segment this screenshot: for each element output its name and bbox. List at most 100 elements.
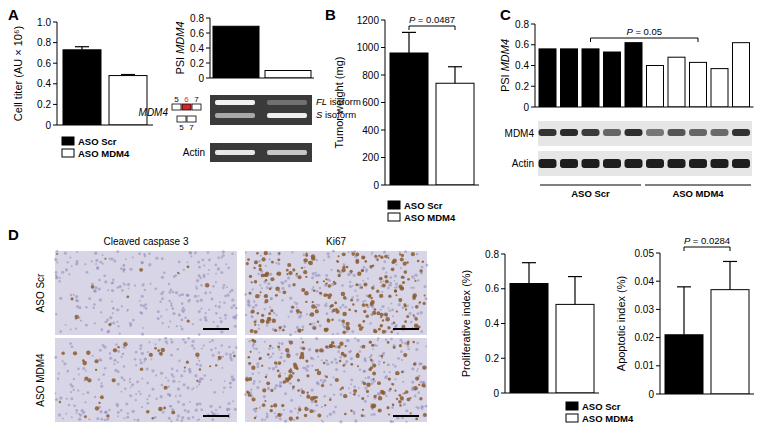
stained-cell — [296, 416, 299, 419]
nucleus — [222, 286, 225, 289]
nucleus — [357, 339, 360, 342]
nucleus — [392, 364, 394, 366]
nucleus — [383, 371, 385, 373]
nucleus — [76, 300, 79, 303]
stained-cell — [311, 256, 315, 260]
nucleus — [293, 419, 295, 421]
legend-label: ASO Scr — [78, 136, 117, 147]
label-part: PSI — [174, 57, 186, 75]
stained-cell — [123, 342, 127, 346]
stained-cell — [361, 345, 365, 349]
stained-cell — [233, 355, 236, 358]
stained-cell — [249, 275, 252, 278]
nucleus — [59, 330, 62, 333]
stained-cell — [380, 316, 382, 318]
stained-cell — [309, 323, 311, 325]
stained-cell — [157, 349, 160, 352]
nucleus — [82, 411, 85, 414]
nucleus — [327, 278, 330, 281]
label-part: Cell — [12, 102, 24, 121]
nucleus — [210, 349, 213, 352]
nucleus — [139, 344, 142, 347]
stained-cell — [403, 353, 407, 357]
nucleus — [229, 382, 231, 384]
blot-band — [668, 159, 686, 168]
nucleus — [335, 361, 338, 364]
y-tick — [501, 254, 505, 255]
error-line — [528, 263, 529, 284]
nucleus — [325, 274, 328, 277]
nucleus — [253, 267, 255, 269]
nucleus — [220, 320, 223, 323]
y-tick — [381, 185, 385, 186]
nucleus — [362, 300, 364, 302]
stained-cell — [423, 302, 426, 305]
nucleus — [59, 277, 61, 279]
nucleus — [179, 294, 182, 297]
label-part: Proliferative — [460, 319, 472, 377]
nucleus — [266, 286, 269, 289]
nucleus — [163, 272, 166, 275]
nucleus — [215, 312, 218, 315]
error-cap — [402, 32, 416, 33]
exon-number: 5 — [179, 123, 184, 132]
stained-cell — [285, 348, 289, 352]
marks — [390, 32, 474, 185]
nucleus — [311, 323, 313, 325]
stained-cell — [61, 352, 64, 355]
stained-cell — [346, 322, 350, 326]
nucleus — [143, 253, 146, 256]
nucleus — [181, 302, 184, 305]
stained-cell — [324, 328, 327, 331]
stained-cell — [373, 329, 377, 333]
nucleus — [170, 354, 173, 357]
stained-cell — [342, 266, 345, 269]
nucleus — [171, 307, 174, 310]
nucleus — [414, 273, 417, 276]
nucleus — [259, 381, 261, 383]
nucleus — [61, 271, 64, 274]
nucleus — [219, 406, 222, 409]
nucleus — [410, 287, 412, 289]
stained-cell — [255, 294, 259, 298]
nucleus — [373, 380, 376, 383]
nucleus — [147, 351, 149, 353]
nucleus — [203, 264, 205, 266]
nucleus — [269, 321, 271, 323]
nucleus — [263, 395, 266, 398]
stained-cell — [187, 319, 190, 322]
nucleus — [265, 265, 267, 267]
stained-cell — [422, 365, 426, 369]
nucleus — [269, 357, 271, 359]
nucleus — [221, 256, 223, 258]
nucleus — [257, 365, 260, 368]
nucleus — [367, 376, 370, 379]
stained-cell — [249, 292, 252, 295]
nucleus — [224, 380, 226, 382]
nucleus — [270, 297, 273, 300]
error-bar — [568, 277, 582, 305]
nucleus — [266, 374, 268, 376]
nucleus — [177, 387, 180, 390]
nucleus — [252, 343, 255, 346]
blot-row-label: Actin — [512, 158, 534, 169]
exon-number: 7 — [194, 95, 199, 104]
stained-cell — [270, 309, 273, 312]
nucleus — [200, 284, 202, 286]
nucleus — [123, 365, 125, 367]
nucleus — [168, 300, 170, 302]
nucleus — [125, 403, 128, 406]
nucleus — [381, 291, 383, 293]
y-tick — [501, 323, 505, 324]
nucleus — [88, 418, 90, 420]
nucleus — [175, 291, 178, 294]
nucleus — [380, 281, 383, 284]
nucleus — [178, 360, 180, 362]
nucleus — [275, 314, 277, 316]
nucleus — [171, 408, 174, 411]
y-tick-label: 0.03 — [635, 304, 655, 315]
error-bar — [75, 47, 89, 50]
nucleus — [391, 308, 394, 311]
nucleus — [425, 297, 428, 300]
stained-cell — [399, 253, 401, 255]
